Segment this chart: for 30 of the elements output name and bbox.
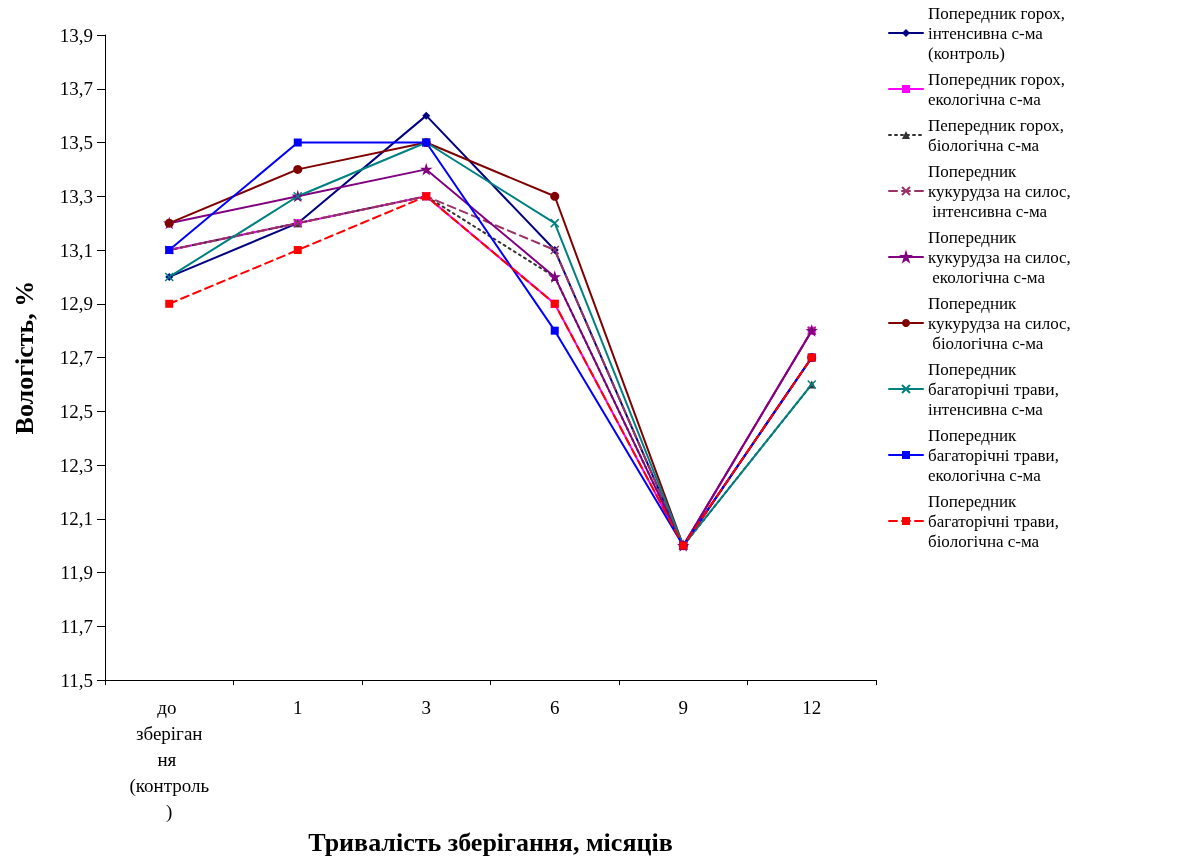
- legend-label: Попередник багаторічні трави, біологічна с-ма: [928, 491, 1064, 551]
- y-tick-label: 12,9: [59, 293, 93, 315]
- y-tick-label: 11,9: [60, 562, 93, 584]
- y-tick-label: 13,3: [59, 185, 93, 207]
- y-tick-label: 12,1: [59, 508, 93, 530]
- legend-label: Попередник багаторічні трави, екологічна с-ма: [928, 425, 1064, 485]
- y-tick-label: 13,7: [59, 78, 93, 100]
- y-tick-label: 13,5: [59, 132, 93, 154]
- x-tick-label: 9: [678, 696, 688, 718]
- y-tick-label: 12,7: [59, 347, 93, 369]
- y-tick-label: 12,5: [59, 400, 93, 422]
- y-tick-label: 11,7: [60, 615, 93, 637]
- legend-label: Попередник багаторічні трави, інтенсивна с-ма: [928, 359, 1064, 419]
- x-tick-label: 3: [421, 696, 431, 718]
- y-tick-label: 13,1: [59, 239, 93, 261]
- x-tick-label: до зберігання (контроль): [129, 696, 210, 823]
- legend-label: Попередник кукурудза на силос, біологічна с-ма: [928, 293, 1071, 353]
- x-axis-title: Тривалість зберігання, місяців: [308, 827, 673, 857]
- legend-label: Попередник горох, інтенсивна с-ма (контроль): [928, 3, 1070, 63]
- y-axis-title: Вологість, %: [9, 280, 39, 435]
- legend-label: Попередник кукурудза на силос, екологічна с-ма: [928, 227, 1071, 287]
- x-tick-label: 1: [293, 696, 303, 718]
- legend-label: Попередник горох, екологічна с-ма: [928, 69, 1070, 109]
- x-tick-label: 12: [802, 696, 822, 718]
- legend-label: Пепередник горох, біологічна с-ма: [928, 115, 1069, 155]
- y-tick-label: 12,3: [59, 454, 93, 476]
- y-tick-label: 13,9: [59, 24, 93, 46]
- y-tick-label: 11,5: [60, 669, 93, 691]
- legend-label: Попередник кукурудза на силос, інтенсивна с-ма: [928, 161, 1071, 221]
- x-tick-label: 6: [550, 696, 560, 718]
